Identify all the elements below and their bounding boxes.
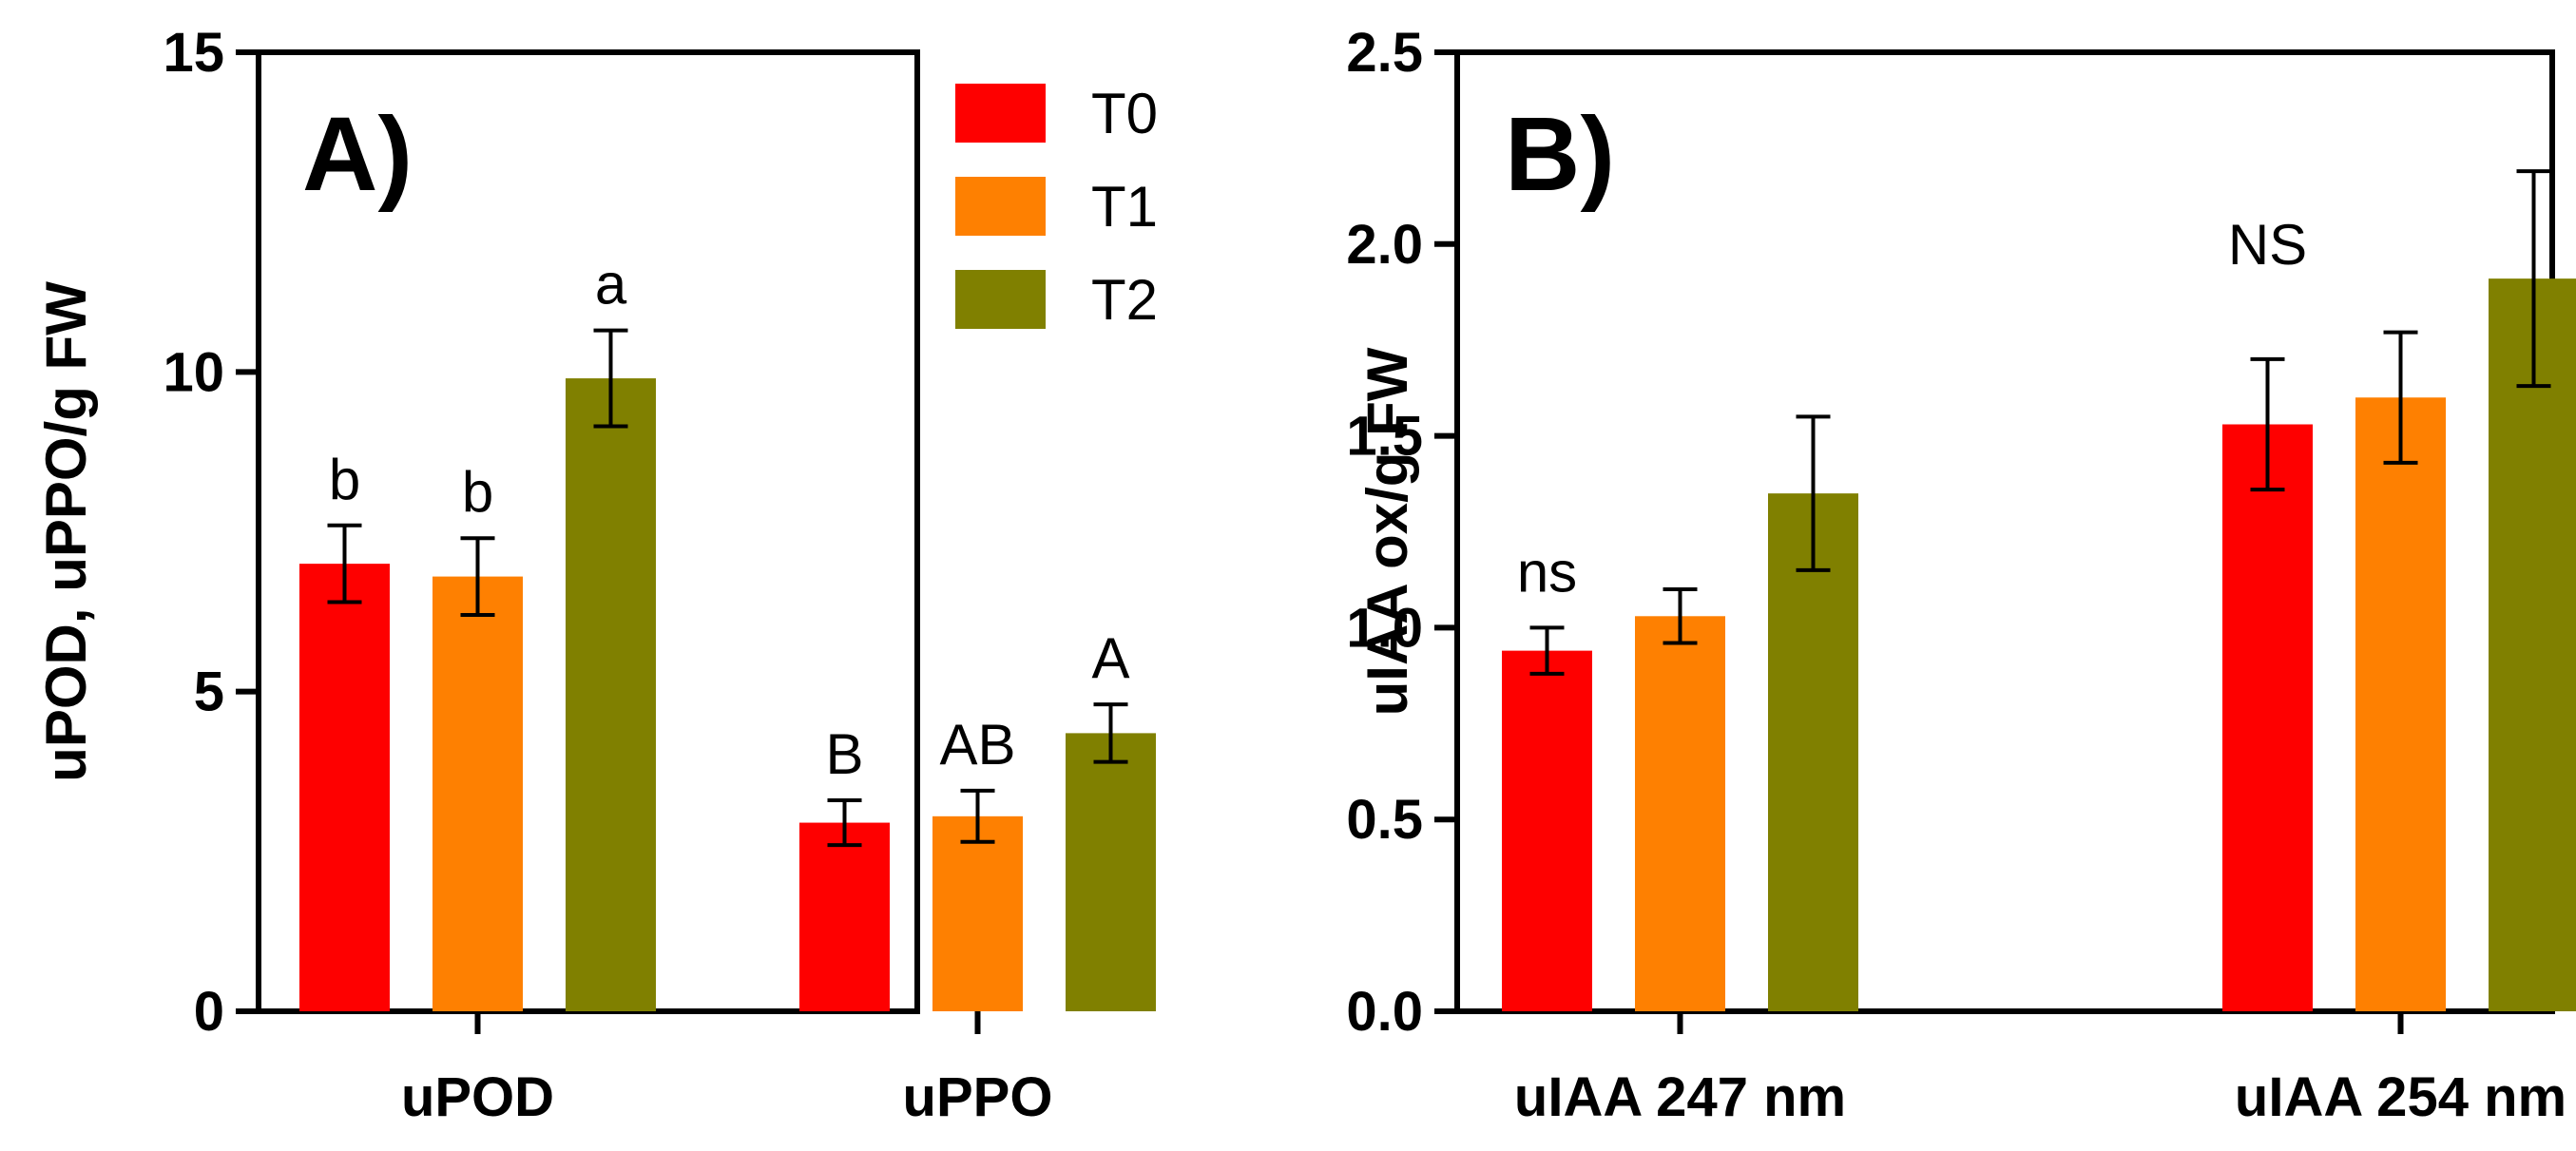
bar-t1 bbox=[1635, 616, 1725, 1011]
bar-t1 bbox=[2355, 397, 2446, 1011]
x-category-label: uPPO bbox=[903, 1066, 1053, 1128]
bar-t0 bbox=[1502, 650, 1592, 1011]
x-category-label: uIAA 247 nm bbox=[1514, 1066, 1846, 1128]
bar-t2 bbox=[566, 378, 656, 1011]
x-category-label: uPOD bbox=[401, 1066, 554, 1128]
legend-swatch-t1 bbox=[955, 177, 1046, 236]
y-axis-title: uIAA ox/g FW bbox=[1355, 347, 1419, 716]
legend-label: T2 bbox=[1091, 268, 1158, 332]
y-tick-label: 1.5 bbox=[1346, 406, 1423, 468]
bar-t2 bbox=[1066, 733, 1156, 1011]
y-tick-label: 0 bbox=[194, 981, 224, 1043]
y-tick-label: 2.5 bbox=[1346, 22, 1423, 84]
panel-b: 0.0 0.5 1.0 1.5 2.0 2.5 uIAA ox/g FW B) uIAA 247… bbox=[1346, 22, 2576, 1128]
x-category-label: uIAA 254 nm bbox=[2235, 1066, 2566, 1128]
significance-label: ns bbox=[1517, 540, 1577, 604]
bar-t1 bbox=[433, 576, 523, 1011]
significance-label: a bbox=[595, 253, 627, 317]
bar-t0 bbox=[799, 822, 890, 1011]
significance-label: B bbox=[825, 722, 863, 786]
y-tick-label: 0.5 bbox=[1346, 789, 1423, 851]
panel-label: A) bbox=[302, 96, 413, 213]
y-tick-label: 1.0 bbox=[1346, 597, 1423, 659]
significance-label: A bbox=[1091, 626, 1129, 690]
legend-swatch-t0 bbox=[955, 84, 1046, 143]
significance-label: b bbox=[462, 460, 493, 524]
y-axis-title: uPOD, uPPO/g FW bbox=[34, 281, 98, 782]
bar-t0 bbox=[299, 564, 390, 1011]
bar-t2 bbox=[1768, 493, 1858, 1011]
significance-label: AB bbox=[939, 713, 1015, 777]
bar-t2 bbox=[2489, 278, 2576, 1011]
significance-label: b bbox=[329, 448, 360, 511]
y-tick-label: 5 bbox=[194, 662, 224, 723]
legend-label: T0 bbox=[1091, 82, 1158, 145]
legend-label: T1 bbox=[1091, 175, 1158, 239]
legend-swatch-t2 bbox=[955, 270, 1046, 329]
y-tick-label: 10 bbox=[163, 341, 224, 403]
panel-label: B) bbox=[1505, 96, 1615, 213]
y-tick-label: 0.0 bbox=[1346, 981, 1423, 1043]
y-tick-label: 15 bbox=[163, 22, 224, 84]
bar-t1 bbox=[932, 815, 1023, 1011]
significance-label: NS bbox=[2228, 213, 2307, 277]
bar-t0 bbox=[2222, 424, 2313, 1011]
panel-a: 0 5 10 15 uPOD, uPPO/g FW A) uPOD b b a uPPO B AB A T0… bbox=[34, 22, 1158, 1128]
y-tick-label: 2.0 bbox=[1346, 214, 1423, 276]
